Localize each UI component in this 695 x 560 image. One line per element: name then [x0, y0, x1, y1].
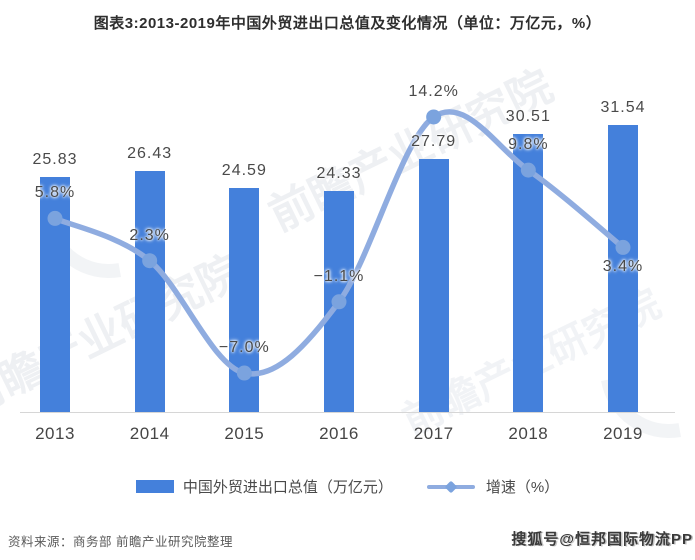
- growth-rate-label: 14.2%: [408, 82, 459, 100]
- growth-rate-label: 9.8%: [508, 136, 549, 154]
- total-value-bar: [513, 134, 544, 412]
- sohu-watermark: 搜狐号@恒邦国际物流PP: [511, 531, 693, 548]
- bar-value-label: 26.43: [127, 145, 173, 163]
- diamond-icon: [444, 480, 458, 493]
- source-note: 资料来源：商务部 前瞻产业研究院整理: [8, 535, 233, 549]
- x-axis-tick-label: 2015: [224, 424, 265, 443]
- bar-legend-label: 中国外贸进出口总值（万亿元）: [182, 479, 393, 496]
- growth-rate-label: 2.3%: [129, 226, 170, 244]
- total-value-bar: [418, 159, 449, 412]
- growth-rate-label: −7.0%: [218, 339, 270, 357]
- x-axis-tick-label: 2014: [129, 424, 170, 443]
- x-axis-tick-label: 2018: [508, 424, 549, 443]
- x-axis-tick-label: 2019: [603, 424, 643, 443]
- growth-rate-label: 5.8%: [34, 184, 76, 202]
- bar-value-label: 24.59: [221, 162, 267, 180]
- bar-value-label: 30.51: [505, 108, 551, 126]
- growth-rate-label: 3.4%: [602, 258, 644, 276]
- bar-value-label: 27.79: [411, 133, 457, 151]
- bar-legend-swatch-icon: [135, 480, 174, 493]
- x-axis-tick-label: 2017: [413, 424, 454, 443]
- growth-rate-label: −1.1%: [313, 267, 365, 285]
- total-value-bar: [323, 190, 354, 412]
- line-legend-label: 增速（%）: [485, 479, 560, 496]
- total-value-bar: [229, 188, 260, 412]
- x-axis-line: [20, 412, 675, 413]
- x-axis-tick-label: 2016: [319, 424, 359, 443]
- total-value-bar: [40, 176, 70, 412]
- line-legend-marker-icon: [426, 480, 475, 493]
- growth-rate-point-icon: [426, 109, 442, 125]
- bar-value-label: 31.54: [600, 98, 646, 116]
- total-value-bar: [134, 171, 165, 412]
- bar-value-label: 25.83: [32, 150, 78, 168]
- bar-value-label: 24.33: [316, 164, 362, 182]
- chart-title: 图表3:2013-2019年中国外贸进出口总值及变化情况（单位：万亿元，%）: [93, 15, 602, 32]
- legend: 中国外贸进出口总值（万亿元） 增速（%）: [0, 476, 695, 497]
- x-axis-tick-label: 2013: [35, 424, 75, 443]
